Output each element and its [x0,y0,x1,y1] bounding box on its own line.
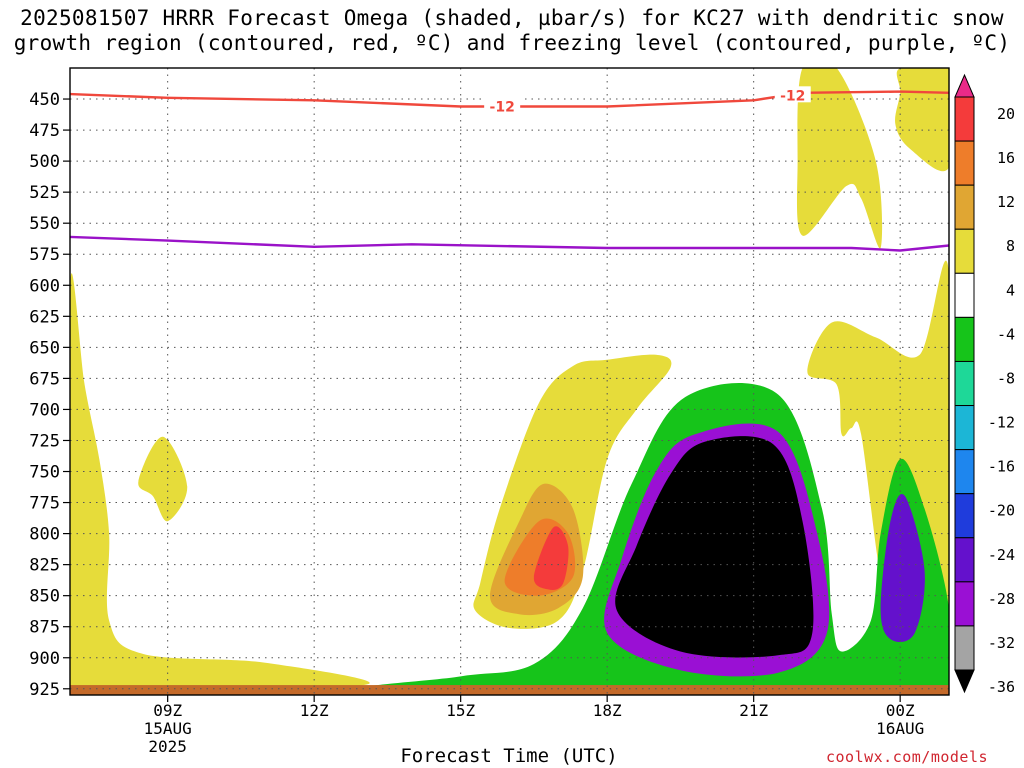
colorbar-swatch [954,581,975,627]
contour-lines: -12 -12 [70,86,949,252]
chart-title: 2025081507 HRRR Forecast Omega (shaded, … [0,6,1024,56]
colorbar-label: -20 [988,502,1015,520]
y-tick-label: 925 [29,680,60,700]
y-tick-label: 900 [29,649,60,669]
colorbar-swatch [954,405,975,451]
y-tick-label: 650 [29,338,60,358]
x-tick-label: 15Z [446,701,475,720]
title-line-2: growth region (contoured, red, ºC) and f… [13,31,1011,55]
y-tick-label: 850 [29,587,60,607]
y-tick-label: 575 [29,245,60,265]
y-tick-label: 875 [29,618,60,638]
x-tick-sublabel: 15AUG [144,719,192,738]
x-tick-sublabel: 16AUG [876,719,924,738]
colorbar-label: -24 [988,546,1015,564]
y-tick-label: 750 [29,463,60,483]
y-tick-label: 675 [29,369,60,389]
plot-frame [69,67,950,696]
surface-band [70,685,949,695]
y-tick-label: 700 [29,400,60,420]
contour-label: -12 [490,99,515,115]
y-tick-label: 725 [29,431,60,451]
colorbar-swatch [954,625,975,671]
omega-region-1 [796,68,883,249]
x-tick-label: 09Z [153,701,182,720]
colorbar-swatch [954,140,975,186]
colorbar-swatch [954,360,975,407]
contour-line-2 [70,235,949,252]
colorbar-swatch [954,537,975,583]
colorbar-label: -12 [988,414,1015,432]
y-tick-label: 500 [29,152,60,172]
x-tick-label: 12Z [300,701,329,720]
omega-region-13 [880,493,925,643]
gridlines [70,68,949,695]
y-tick-label: 450 [29,90,60,110]
y-tick-label: 525 [29,183,60,203]
x-tick-label: 00Z [886,701,915,720]
y-tick-label: 600 [29,276,60,296]
x-tick-label: 21Z [739,701,768,720]
omega-region-12 [615,436,814,658]
x-tick-sublabel: 2025 [148,737,187,756]
title-line-1: 2025081507 HRRR Forecast Omega (shaded, … [20,6,1004,30]
contour-label: -12 [780,88,805,104]
colorbar-label: 4 [1006,281,1015,299]
y-tick-label: 625 [29,307,60,327]
omega-region-2 [895,68,949,172]
omega-region-3 [70,273,370,695]
colorbar-label: -8 [997,369,1015,387]
colorbar-swatch [954,228,975,274]
y-tick-label: 475 [29,121,60,141]
colorbar-label: -28 [988,590,1015,608]
colorbar-label: 20 [997,105,1015,123]
contour-label-bg [774,86,811,103]
omega-shading [70,68,949,695]
colorbar-bottom-arrow [954,669,975,694]
colorbar-swatch [954,316,975,362]
omega-region-4 [138,436,188,522]
colorbar-label: 8 [1006,237,1015,255]
y-tick-label: 550 [29,214,60,234]
colorbar-swatch [954,493,975,539]
surface-band-fill [70,685,949,695]
y-axis-ticks: 450 475 500 525 550 575 600 625 650 675 700 725 750 7… [29,90,70,700]
colorbar-label: -16 [988,458,1015,476]
colorbar-swatch [954,272,975,318]
y-tick-label: 825 [29,556,60,576]
y-tick-label: 800 [29,525,60,545]
contour-label-bg [484,97,521,114]
x-axis-label: Forecast Time (UTC) [400,745,618,767]
colorbar-swatch [954,96,975,142]
colorbar-label: -4 [997,325,1015,343]
contour-line-1 [70,90,949,108]
credit-link[interactable]: coolwx.com/models [826,748,989,766]
colorbar-swatch [954,184,975,230]
omega-region-9 [533,526,569,590]
y-tick-label: 775 [29,494,60,514]
colorbar: 20 16 12 8 4 -4 -8 -12 -16 -20 -24 -28 -32 -36 [954,73,1015,696]
colorbar-swatch [954,449,975,495]
colorbar-label: -32 [988,634,1015,652]
x-tick-label: 18Z [593,701,622,720]
colorbar-label: -36 [988,678,1015,696]
colorbar-label: 16 [997,149,1015,167]
colorbar-label: 12 [997,193,1015,211]
colorbar-top-arrow [954,73,975,98]
